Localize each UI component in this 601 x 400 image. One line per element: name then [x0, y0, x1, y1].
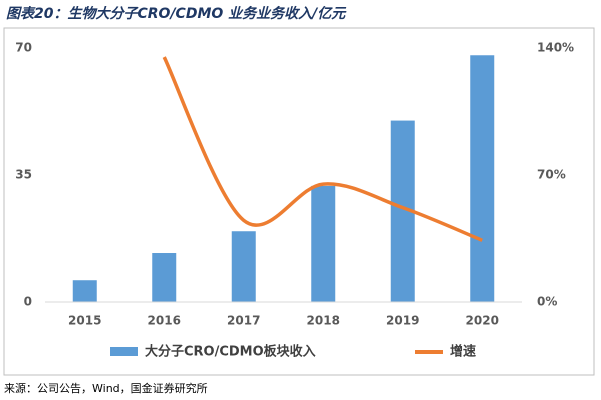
- chart-border: [3, 27, 595, 376]
- bar: [152, 253, 177, 302]
- x-tick-label: 2018: [307, 314, 340, 328]
- bar: [231, 231, 256, 302]
- legend-label: 大分子CRO/CDMO板块收入: [145, 344, 316, 360]
- x-tick-label: 2019: [386, 314, 419, 328]
- y2-tick-label: 140%: [537, 41, 574, 55]
- x-tick-label: 2017: [227, 314, 260, 328]
- y-tick-label: 70: [15, 41, 32, 55]
- x-tick-label: 2015: [68, 314, 101, 328]
- y-tick-label: 0: [24, 295, 32, 309]
- bar: [72, 280, 97, 302]
- y-tick-label: 35: [15, 168, 32, 182]
- source: 来源：公司公告，Wind，国金证券研究所: [4, 381, 208, 395]
- bar: [470, 55, 495, 302]
- legend-label: 增速: [450, 344, 476, 360]
- chart-title: 图表20：生物大分子CRO/CDMO 业务业务收入/亿元: [6, 5, 347, 22]
- bar: [311, 185, 336, 302]
- legend-swatch: [110, 347, 138, 356]
- y2-tick-label: 0%: [537, 295, 557, 309]
- x-tick-label: 2016: [148, 314, 181, 328]
- y2-tick-label: 70%: [537, 168, 566, 182]
- x-tick-label: 2020: [466, 314, 499, 328]
- line: [162, 56, 483, 242]
